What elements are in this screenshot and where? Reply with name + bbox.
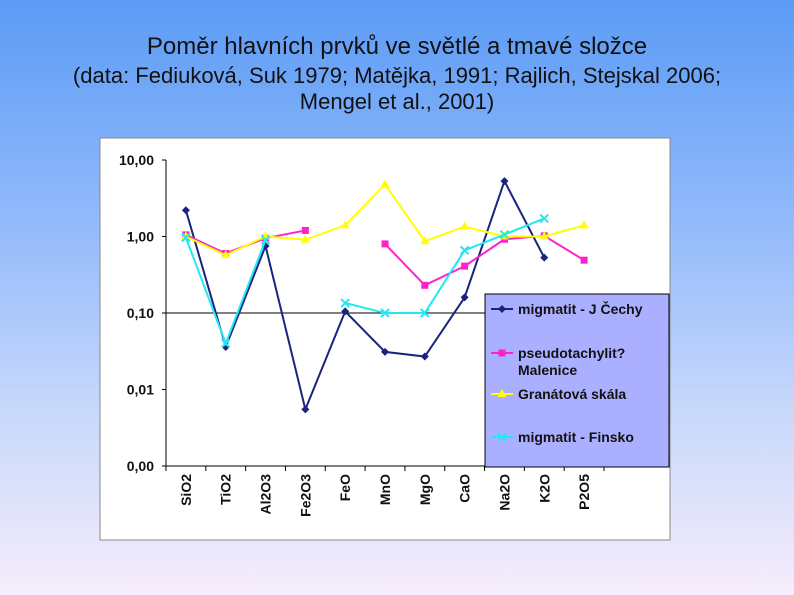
data-point bbox=[381, 347, 389, 356]
series-line-1 bbox=[384, 234, 585, 287]
data-point bbox=[460, 293, 469, 302]
data-point bbox=[301, 405, 310, 414]
chart-title: Poměr hlavních prvků ve světlé a tmavé s… bbox=[146, 33, 648, 60]
legend-swatch-marker bbox=[498, 305, 506, 313]
data-point bbox=[381, 240, 389, 248]
x-tick-label: SiO2 bbox=[178, 474, 194, 506]
chart-subtitle: (data: Fediuková, Suk 1979; Matějka, 199… bbox=[0, 63, 794, 115]
data-point bbox=[579, 220, 589, 229]
data-point bbox=[500, 177, 509, 186]
x-tick-label: Al2O3 bbox=[258, 474, 274, 515]
data-point bbox=[300, 234, 310, 243]
chart-subtitle-line1: (data: Fediuková, Suk 1979; Matějka, 199… bbox=[72, 63, 722, 88]
data-point bbox=[340, 298, 350, 308]
x-tick-label: MnO bbox=[377, 474, 393, 505]
data-point bbox=[260, 235, 271, 245]
x-tick-label: MgO bbox=[417, 474, 433, 505]
x-tick-label: CaO bbox=[457, 474, 473, 503]
data-point bbox=[421, 281, 429, 289]
legend-label: migmatit - J Čechy bbox=[518, 300, 643, 317]
x-tick-label: P2O5 bbox=[576, 474, 592, 510]
legend-swatch-marker bbox=[498, 349, 506, 357]
data-point bbox=[341, 307, 350, 316]
data-point bbox=[539, 213, 549, 224]
x-tick-label: FeO bbox=[337, 474, 353, 501]
data-point bbox=[340, 220, 350, 229]
y-tick-label: 0,00 bbox=[127, 458, 154, 474]
data-point bbox=[540, 253, 549, 262]
data-point bbox=[181, 232, 191, 243]
data-point bbox=[181, 206, 190, 215]
data-point bbox=[499, 229, 510, 240]
series-line-0 bbox=[184, 178, 546, 413]
series-line-3 bbox=[344, 217, 545, 314]
data-point bbox=[460, 221, 470, 230]
y-tick-label: 0,01 bbox=[127, 382, 154, 398]
y-tick-label: 1,00 bbox=[127, 229, 154, 245]
x-tick-label: Fe2O3 bbox=[297, 474, 313, 517]
y-tick-label: 10,00 bbox=[119, 152, 154, 168]
data-point bbox=[301, 226, 309, 234]
x-tick-label: TiO2 bbox=[218, 474, 234, 505]
data-point bbox=[221, 338, 231, 349]
data-point bbox=[420, 236, 430, 245]
data-point bbox=[380, 308, 390, 318]
data-point bbox=[420, 352, 429, 361]
legend-label: Malenice bbox=[518, 362, 577, 378]
legend-label: migmatit - Finsko bbox=[518, 429, 634, 445]
legend-swatch-marker bbox=[497, 389, 507, 397]
legend bbox=[484, 293, 670, 468]
y-tick-label: 0,10 bbox=[127, 305, 154, 321]
legend-label: pseudotachylit? bbox=[518, 345, 625, 361]
x-tick-label: Na2O bbox=[496, 474, 512, 511]
data-point bbox=[580, 256, 588, 264]
data-point bbox=[420, 308, 430, 318]
data-point bbox=[459, 245, 470, 256]
chart-subtitle-line2: Mengel et al., 2001) bbox=[299, 89, 495, 114]
data-point bbox=[380, 179, 390, 188]
data-point bbox=[539, 231, 549, 240]
data-point bbox=[221, 250, 231, 259]
x-tick-label: K2O bbox=[536, 474, 552, 503]
data-point bbox=[181, 231, 191, 240]
legend-label: Granátová skála bbox=[518, 386, 626, 402]
data-point bbox=[461, 262, 469, 270]
legend-swatch-marker bbox=[497, 432, 507, 442]
